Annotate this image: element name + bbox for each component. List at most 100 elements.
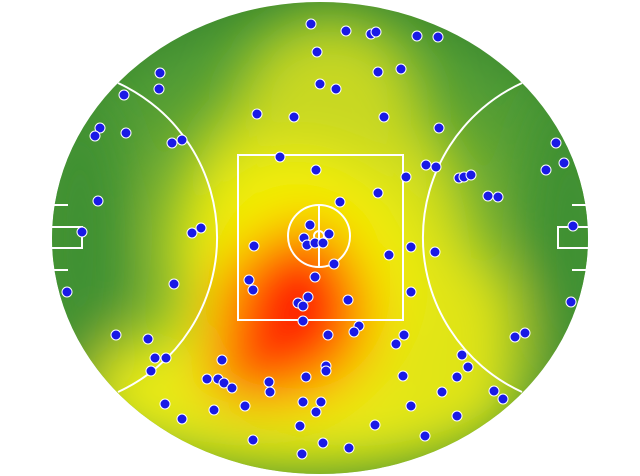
point [436, 386, 448, 398]
point [226, 382, 238, 394]
points [61, 18, 579, 460]
point [369, 419, 381, 431]
point [310, 164, 322, 176]
point [462, 361, 474, 373]
point [348, 326, 360, 338]
point [118, 89, 130, 101]
point [176, 413, 188, 425]
point [247, 434, 259, 446]
point [317, 237, 329, 249]
point [432, 31, 444, 43]
point [89, 130, 101, 142]
point [160, 352, 172, 364]
point [492, 191, 504, 203]
point [149, 352, 161, 364]
point [330, 83, 342, 95]
point [153, 83, 165, 95]
point [488, 385, 500, 397]
point [550, 137, 562, 149]
point [372, 187, 384, 199]
point [372, 66, 384, 78]
point [216, 354, 228, 366]
point [340, 25, 352, 37]
point [328, 258, 340, 270]
point [343, 442, 355, 454]
point [378, 111, 390, 123]
point [218, 377, 230, 389]
point [405, 241, 417, 253]
point [251, 108, 263, 120]
point [397, 370, 409, 382]
point [398, 329, 410, 341]
point [76, 226, 88, 238]
point [239, 400, 251, 412]
point [540, 164, 552, 176]
point [288, 111, 300, 123]
point [159, 398, 171, 410]
point [419, 430, 431, 442]
point [243, 274, 255, 286]
point [405, 400, 417, 412]
point [334, 196, 346, 208]
point [317, 437, 329, 449]
point [304, 219, 316, 231]
point [310, 406, 322, 418]
point [296, 448, 308, 460]
point [294, 420, 306, 432]
point [395, 63, 407, 75]
point [323, 228, 335, 240]
point [465, 169, 477, 181]
point [497, 393, 509, 405]
point [61, 286, 73, 298]
point [322, 329, 334, 341]
point [390, 338, 402, 350]
point [451, 371, 463, 383]
point [110, 329, 122, 341]
point [208, 404, 220, 416]
point [433, 122, 445, 134]
point [565, 296, 577, 308]
point [168, 278, 180, 290]
point [405, 286, 417, 298]
point [302, 291, 314, 303]
point [195, 222, 207, 234]
point [411, 30, 423, 42]
point [567, 220, 579, 232]
point [297, 396, 309, 408]
point [420, 159, 432, 171]
point [201, 373, 213, 385]
point [429, 246, 441, 258]
point [400, 171, 412, 183]
point [264, 386, 276, 398]
point [451, 410, 463, 422]
point [309, 271, 321, 283]
point [315, 396, 327, 408]
point [311, 46, 323, 58]
point [509, 331, 521, 343]
point [430, 161, 442, 173]
point [248, 240, 260, 252]
point [519, 327, 531, 339]
point [120, 127, 132, 139]
point [370, 26, 382, 38]
point [263, 376, 275, 388]
point [154, 67, 166, 79]
point [297, 300, 309, 312]
point [456, 349, 468, 361]
point [305, 18, 317, 30]
point [176, 134, 188, 146]
point [297, 315, 309, 327]
point [383, 249, 395, 261]
point [92, 195, 104, 207]
point [558, 157, 570, 169]
point [482, 190, 494, 202]
point [145, 365, 157, 377]
point [247, 284, 259, 296]
point [320, 365, 332, 377]
point [142, 333, 154, 345]
point [274, 151, 286, 163]
point [166, 137, 178, 149]
point [300, 371, 312, 383]
point [186, 227, 198, 239]
